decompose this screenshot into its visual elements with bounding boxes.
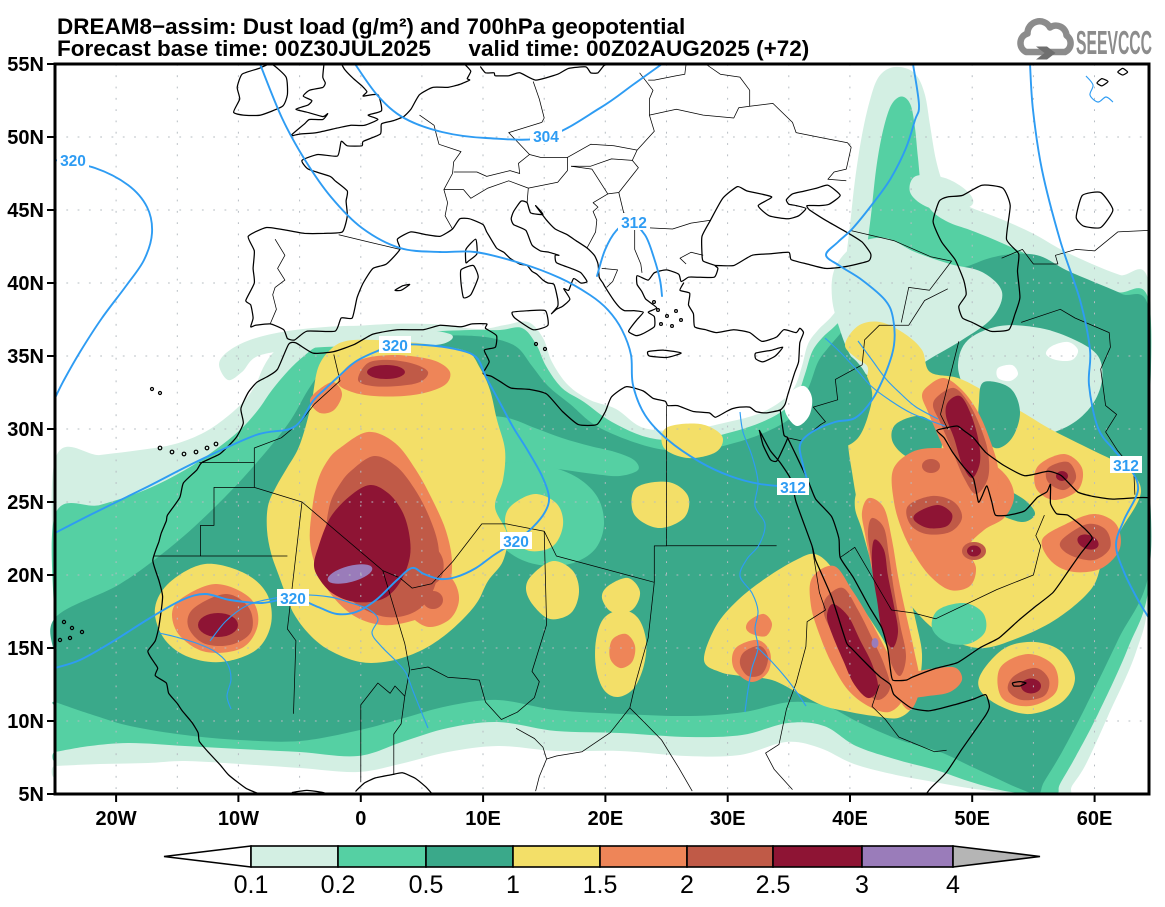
svg-text:45N: 45N [7, 200, 44, 222]
svg-text:DREAM8−assim: Dust load (g/m²): DREAM8−assim: Dust load (g/m²) and 700hP… [57, 14, 685, 39]
svg-text:20W: 20W [96, 808, 137, 830]
svg-text:25N: 25N [7, 492, 44, 514]
svg-text:30E: 30E [710, 808, 746, 830]
svg-text:2: 2 [680, 871, 694, 899]
svg-text:30N: 30N [7, 419, 44, 441]
svg-text:10E: 10E [465, 808, 501, 830]
svg-text:2.5: 2.5 [756, 871, 791, 899]
svg-text:15N: 15N [7, 638, 44, 660]
svg-text:4: 4 [946, 871, 960, 899]
svg-text:0.2: 0.2 [321, 871, 356, 899]
svg-text:0.5: 0.5 [409, 871, 444, 899]
svg-text:3: 3 [855, 871, 869, 899]
svg-text:55N: 55N [7, 54, 44, 76]
svg-text:312: 312 [621, 215, 647, 232]
svg-text:50E: 50E [954, 808, 990, 830]
svg-text:35N: 35N [7, 346, 44, 368]
svg-text:Forecast base time: 00Z30JUL20: Forecast base time: 00Z30JUL2025 valid t… [57, 36, 809, 61]
svg-text:5N: 5N [18, 784, 44, 806]
svg-text:1: 1 [506, 871, 520, 899]
svg-text:320: 320 [280, 591, 306, 608]
svg-text:0: 0 [355, 808, 366, 830]
svg-text:SEEVCCC: SEEVCCC [1076, 24, 1152, 61]
svg-text:304: 304 [533, 129, 559, 146]
svg-text:20N: 20N [7, 565, 44, 587]
svg-text:0.1: 0.1 [234, 871, 269, 899]
svg-text:60E: 60E [1077, 808, 1113, 830]
svg-text:10N: 10N [7, 711, 44, 733]
svg-text:40E: 40E [832, 808, 868, 830]
svg-text:1.5: 1.5 [583, 871, 618, 899]
svg-text:312: 312 [1113, 458, 1139, 475]
svg-text:320: 320 [503, 534, 529, 551]
svg-text:50N: 50N [7, 127, 44, 149]
svg-text:320: 320 [60, 153, 86, 170]
svg-text:312: 312 [780, 480, 806, 497]
svg-text:40N: 40N [7, 273, 44, 295]
svg-text:20E: 20E [588, 808, 624, 830]
svg-text:320: 320 [382, 338, 408, 355]
svg-text:10W: 10W [218, 808, 259, 830]
